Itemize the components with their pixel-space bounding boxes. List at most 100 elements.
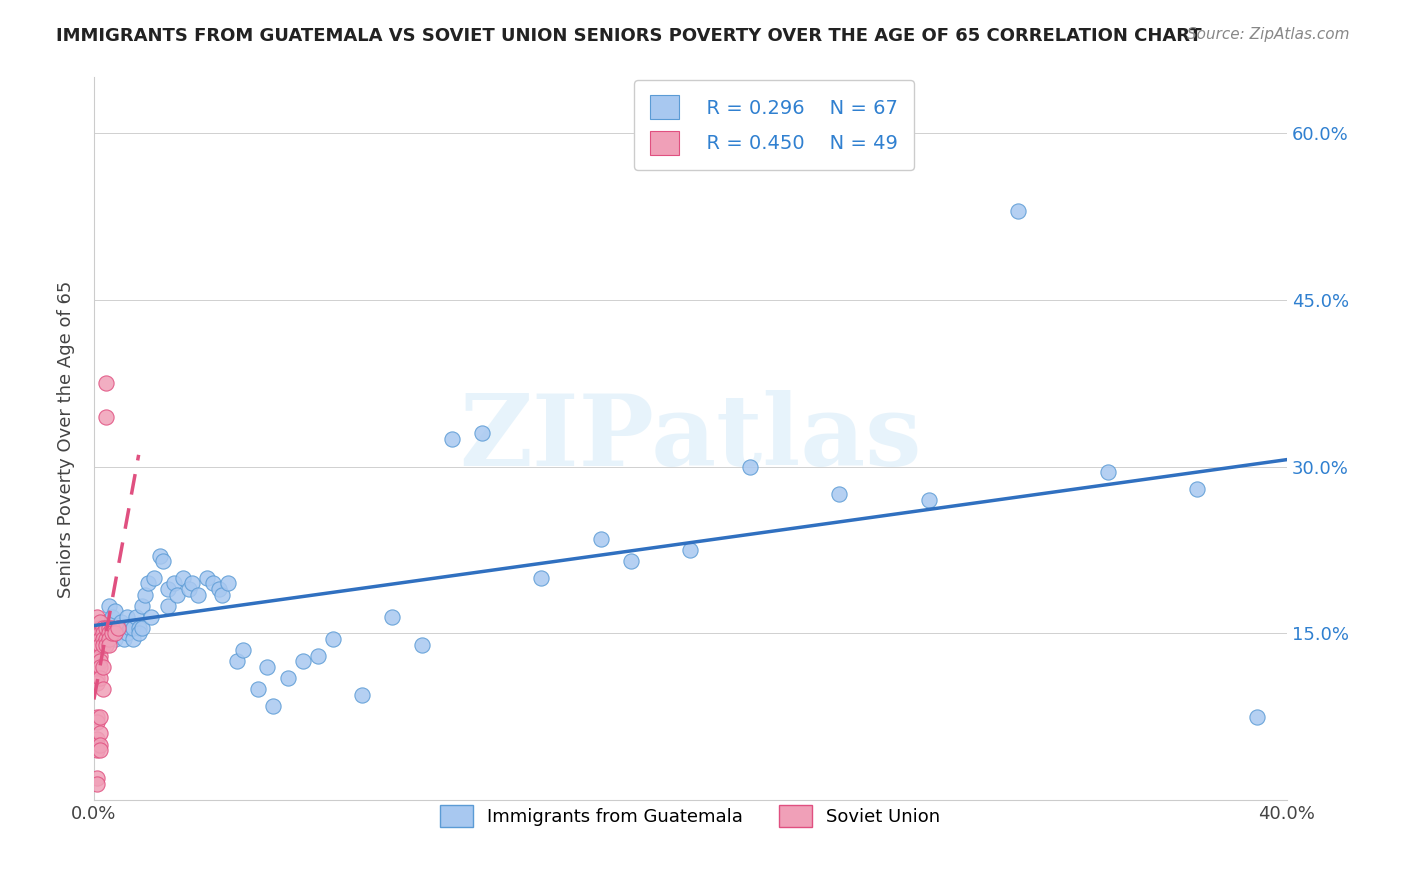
Point — [86, 621, 108, 635]
Point — [86, 771, 108, 785]
Point — [208, 582, 231, 596]
Point — [86, 715, 108, 730]
Point — [91, 621, 114, 635]
Point — [89, 654, 111, 668]
Point — [86, 660, 108, 674]
Text: Source: ZipAtlas.com: Source: ZipAtlas.com — [1187, 27, 1350, 42]
Y-axis label: Seniors Poverty Over the Age of 65: Seniors Poverty Over the Age of 65 — [58, 280, 75, 598]
Legend: Immigrants from Guatemala, Soviet Union: Immigrants from Guatemala, Soviet Union — [433, 798, 948, 835]
Point — [86, 776, 108, 790]
Point — [352, 688, 374, 702]
Point — [1097, 465, 1119, 479]
Point — [94, 638, 117, 652]
Point — [307, 648, 329, 663]
Point — [187, 587, 209, 601]
Point — [86, 676, 108, 690]
Point — [89, 648, 111, 663]
Point — [89, 660, 111, 674]
Point — [104, 632, 127, 646]
Point — [97, 638, 120, 652]
Point — [97, 626, 120, 640]
Point — [86, 632, 108, 646]
Point — [89, 710, 111, 724]
Point — [321, 632, 343, 646]
Point — [828, 487, 851, 501]
Point — [89, 638, 111, 652]
Point — [97, 626, 120, 640]
Point — [86, 643, 108, 657]
Text: IMMIGRANTS FROM GUATEMALA VS SOVIET UNION SENIORS POVERTY OVER THE AGE OF 65 COR: IMMIGRANTS FROM GUATEMALA VS SOVIET UNIO… — [56, 27, 1202, 45]
Point — [217, 576, 239, 591]
Point — [121, 632, 143, 646]
Point — [101, 609, 124, 624]
Point — [101, 621, 124, 635]
Point — [86, 743, 108, 757]
Point — [115, 609, 138, 624]
Point — [172, 571, 194, 585]
Point — [136, 576, 159, 591]
Point — [91, 638, 114, 652]
Point — [121, 621, 143, 635]
Point — [89, 671, 111, 685]
Text: ZIPatlas: ZIPatlas — [460, 391, 921, 487]
Point — [226, 654, 249, 668]
Point — [128, 626, 150, 640]
Point — [195, 571, 218, 585]
Point — [94, 621, 117, 635]
Point — [1246, 710, 1268, 724]
Point — [86, 654, 108, 668]
Point — [97, 621, 120, 635]
Point — [86, 626, 108, 640]
Point — [232, 643, 254, 657]
Point — [246, 681, 269, 696]
Point — [101, 621, 124, 635]
Point — [104, 604, 127, 618]
Point — [277, 671, 299, 685]
Point — [128, 621, 150, 635]
Point — [86, 609, 108, 624]
Point — [104, 626, 127, 640]
Point — [91, 681, 114, 696]
Point — [157, 599, 180, 613]
Point — [89, 615, 111, 630]
Point — [94, 409, 117, 424]
Point — [262, 698, 284, 713]
Point — [115, 626, 138, 640]
Point — [97, 632, 120, 646]
Point — [91, 660, 114, 674]
Point — [86, 671, 108, 685]
Point — [530, 571, 553, 585]
Point — [440, 432, 463, 446]
Point — [89, 743, 111, 757]
Point — [738, 459, 761, 474]
Point — [139, 609, 162, 624]
Point — [589, 532, 612, 546]
Point — [179, 582, 201, 596]
Point — [181, 576, 204, 591]
Point — [97, 599, 120, 613]
Point — [148, 549, 170, 563]
Point — [86, 738, 108, 752]
Point — [89, 626, 111, 640]
Point — [202, 576, 225, 591]
Point — [86, 638, 108, 652]
Point — [91, 626, 114, 640]
Point — [86, 710, 108, 724]
Point — [112, 621, 135, 635]
Point — [125, 609, 148, 624]
Point — [471, 426, 494, 441]
Point — [620, 554, 643, 568]
Point — [166, 587, 188, 601]
Point — [256, 660, 278, 674]
Point — [112, 632, 135, 646]
Point — [110, 615, 132, 630]
Point — [91, 632, 114, 646]
Point — [89, 726, 111, 740]
Point — [134, 587, 156, 601]
Point — [163, 576, 186, 591]
Point — [94, 376, 117, 391]
Point — [291, 654, 314, 668]
Point — [94, 615, 117, 630]
Point — [142, 571, 165, 585]
Point — [91, 632, 114, 646]
